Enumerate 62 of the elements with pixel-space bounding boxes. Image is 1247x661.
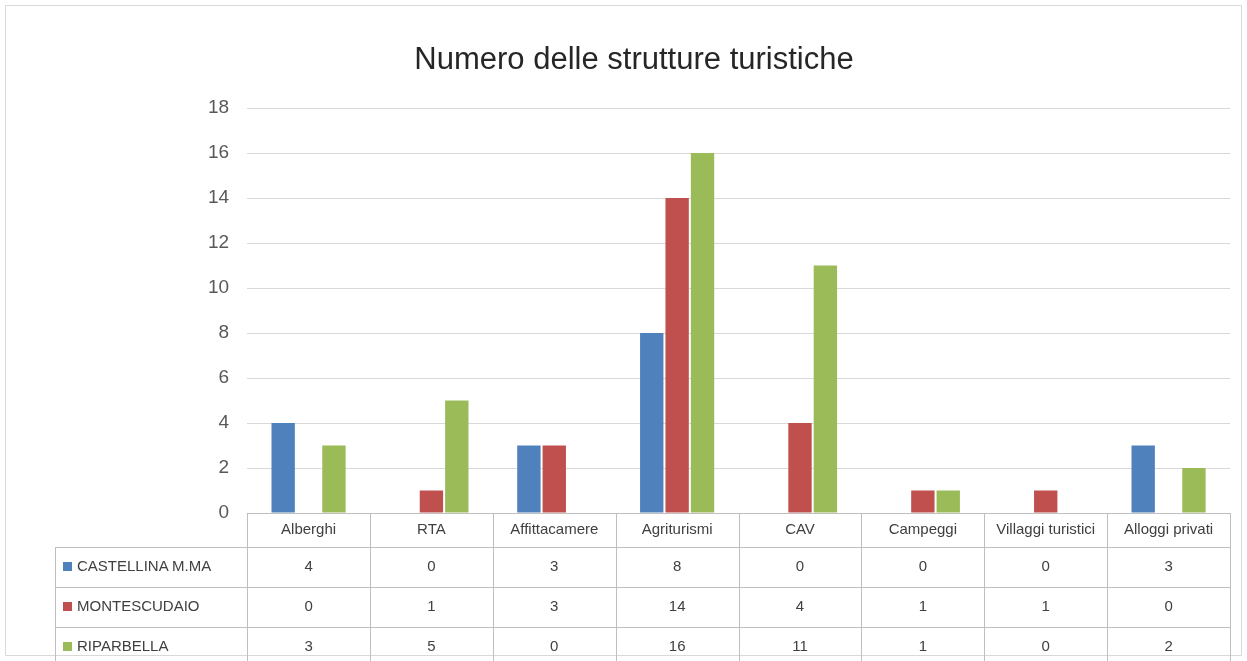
x-tick-label: Alloggi privati	[1123, 520, 1214, 538]
bar	[665, 198, 689, 513]
x-tick-label: Agriturismi	[641, 520, 713, 538]
data-label: 0	[550, 637, 559, 655]
bar	[445, 400, 469, 513]
bar	[419, 490, 444, 513]
data-label: 5	[427, 637, 436, 655]
bar	[788, 423, 812, 513]
x-tick-label: Campeggi	[888, 520, 958, 538]
data-label: 0	[1164, 597, 1173, 615]
data-label: 2	[1164, 637, 1173, 655]
chart-title: Numero delle strutture turistiche	[414, 40, 854, 76]
data-label: 0	[1041, 557, 1050, 575]
bar	[271, 423, 295, 513]
data-label: 8	[672, 557, 682, 575]
x-tick-label: Affittacamere	[510, 520, 599, 538]
data-label: 11	[792, 637, 808, 655]
data-label: 3	[304, 637, 313, 655]
data-label: 4	[304, 557, 313, 575]
data-label: 1	[918, 637, 928, 655]
y-tick-label: 18	[207, 96, 230, 118]
data-label: 1	[427, 597, 436, 615]
data-label: 3	[550, 597, 559, 615]
legend-label: CASTELLINA M.MA	[77, 557, 212, 575]
data-label: 1	[1041, 597, 1050, 615]
legend-label: RIPARBELLA	[77, 637, 169, 655]
bar	[517, 445, 541, 513]
bar	[1034, 490, 1058, 513]
bar	[690, 153, 715, 513]
bar	[1182, 468, 1206, 513]
y-tick-label: 14	[207, 186, 230, 208]
bar	[911, 490, 935, 513]
data-label: 4	[795, 597, 805, 615]
x-tick-label: CAV	[785, 520, 815, 538]
data-label: 14	[668, 597, 686, 615]
bar	[542, 445, 566, 513]
x-tick-label: RTA	[417, 520, 446, 538]
bar	[936, 490, 960, 513]
data-label: 0	[1041, 637, 1050, 655]
y-tick-label: 6	[218, 366, 230, 388]
x-tick-label: Villaggi turistici	[996, 520, 1096, 538]
y-tick-label: 0	[218, 501, 230, 523]
legend-label: MONTESCUDAIO	[77, 597, 200, 615]
bar	[322, 445, 346, 513]
data-label: 0	[427, 557, 436, 575]
y-tick-label: 8	[218, 321, 230, 343]
data-label: 0	[918, 557, 928, 575]
y-tick-label: 16	[207, 141, 230, 163]
bar	[813, 265, 838, 513]
data-label: 0	[795, 557, 805, 575]
data-label: 1	[918, 597, 928, 615]
bar	[640, 333, 664, 513]
bar	[1131, 445, 1155, 513]
y-tick-label: 12	[207, 231, 230, 253]
y-tick-label: 10	[207, 276, 230, 298]
y-tick-label: 4	[218, 411, 230, 433]
x-tick-label: Alberghi	[281, 520, 337, 538]
data-label: 0	[304, 597, 313, 615]
y-tick-label: 2	[218, 456, 230, 478]
data-label: 3	[1164, 557, 1173, 575]
data-label: 16	[668, 637, 686, 655]
data-label: 3	[550, 557, 559, 575]
